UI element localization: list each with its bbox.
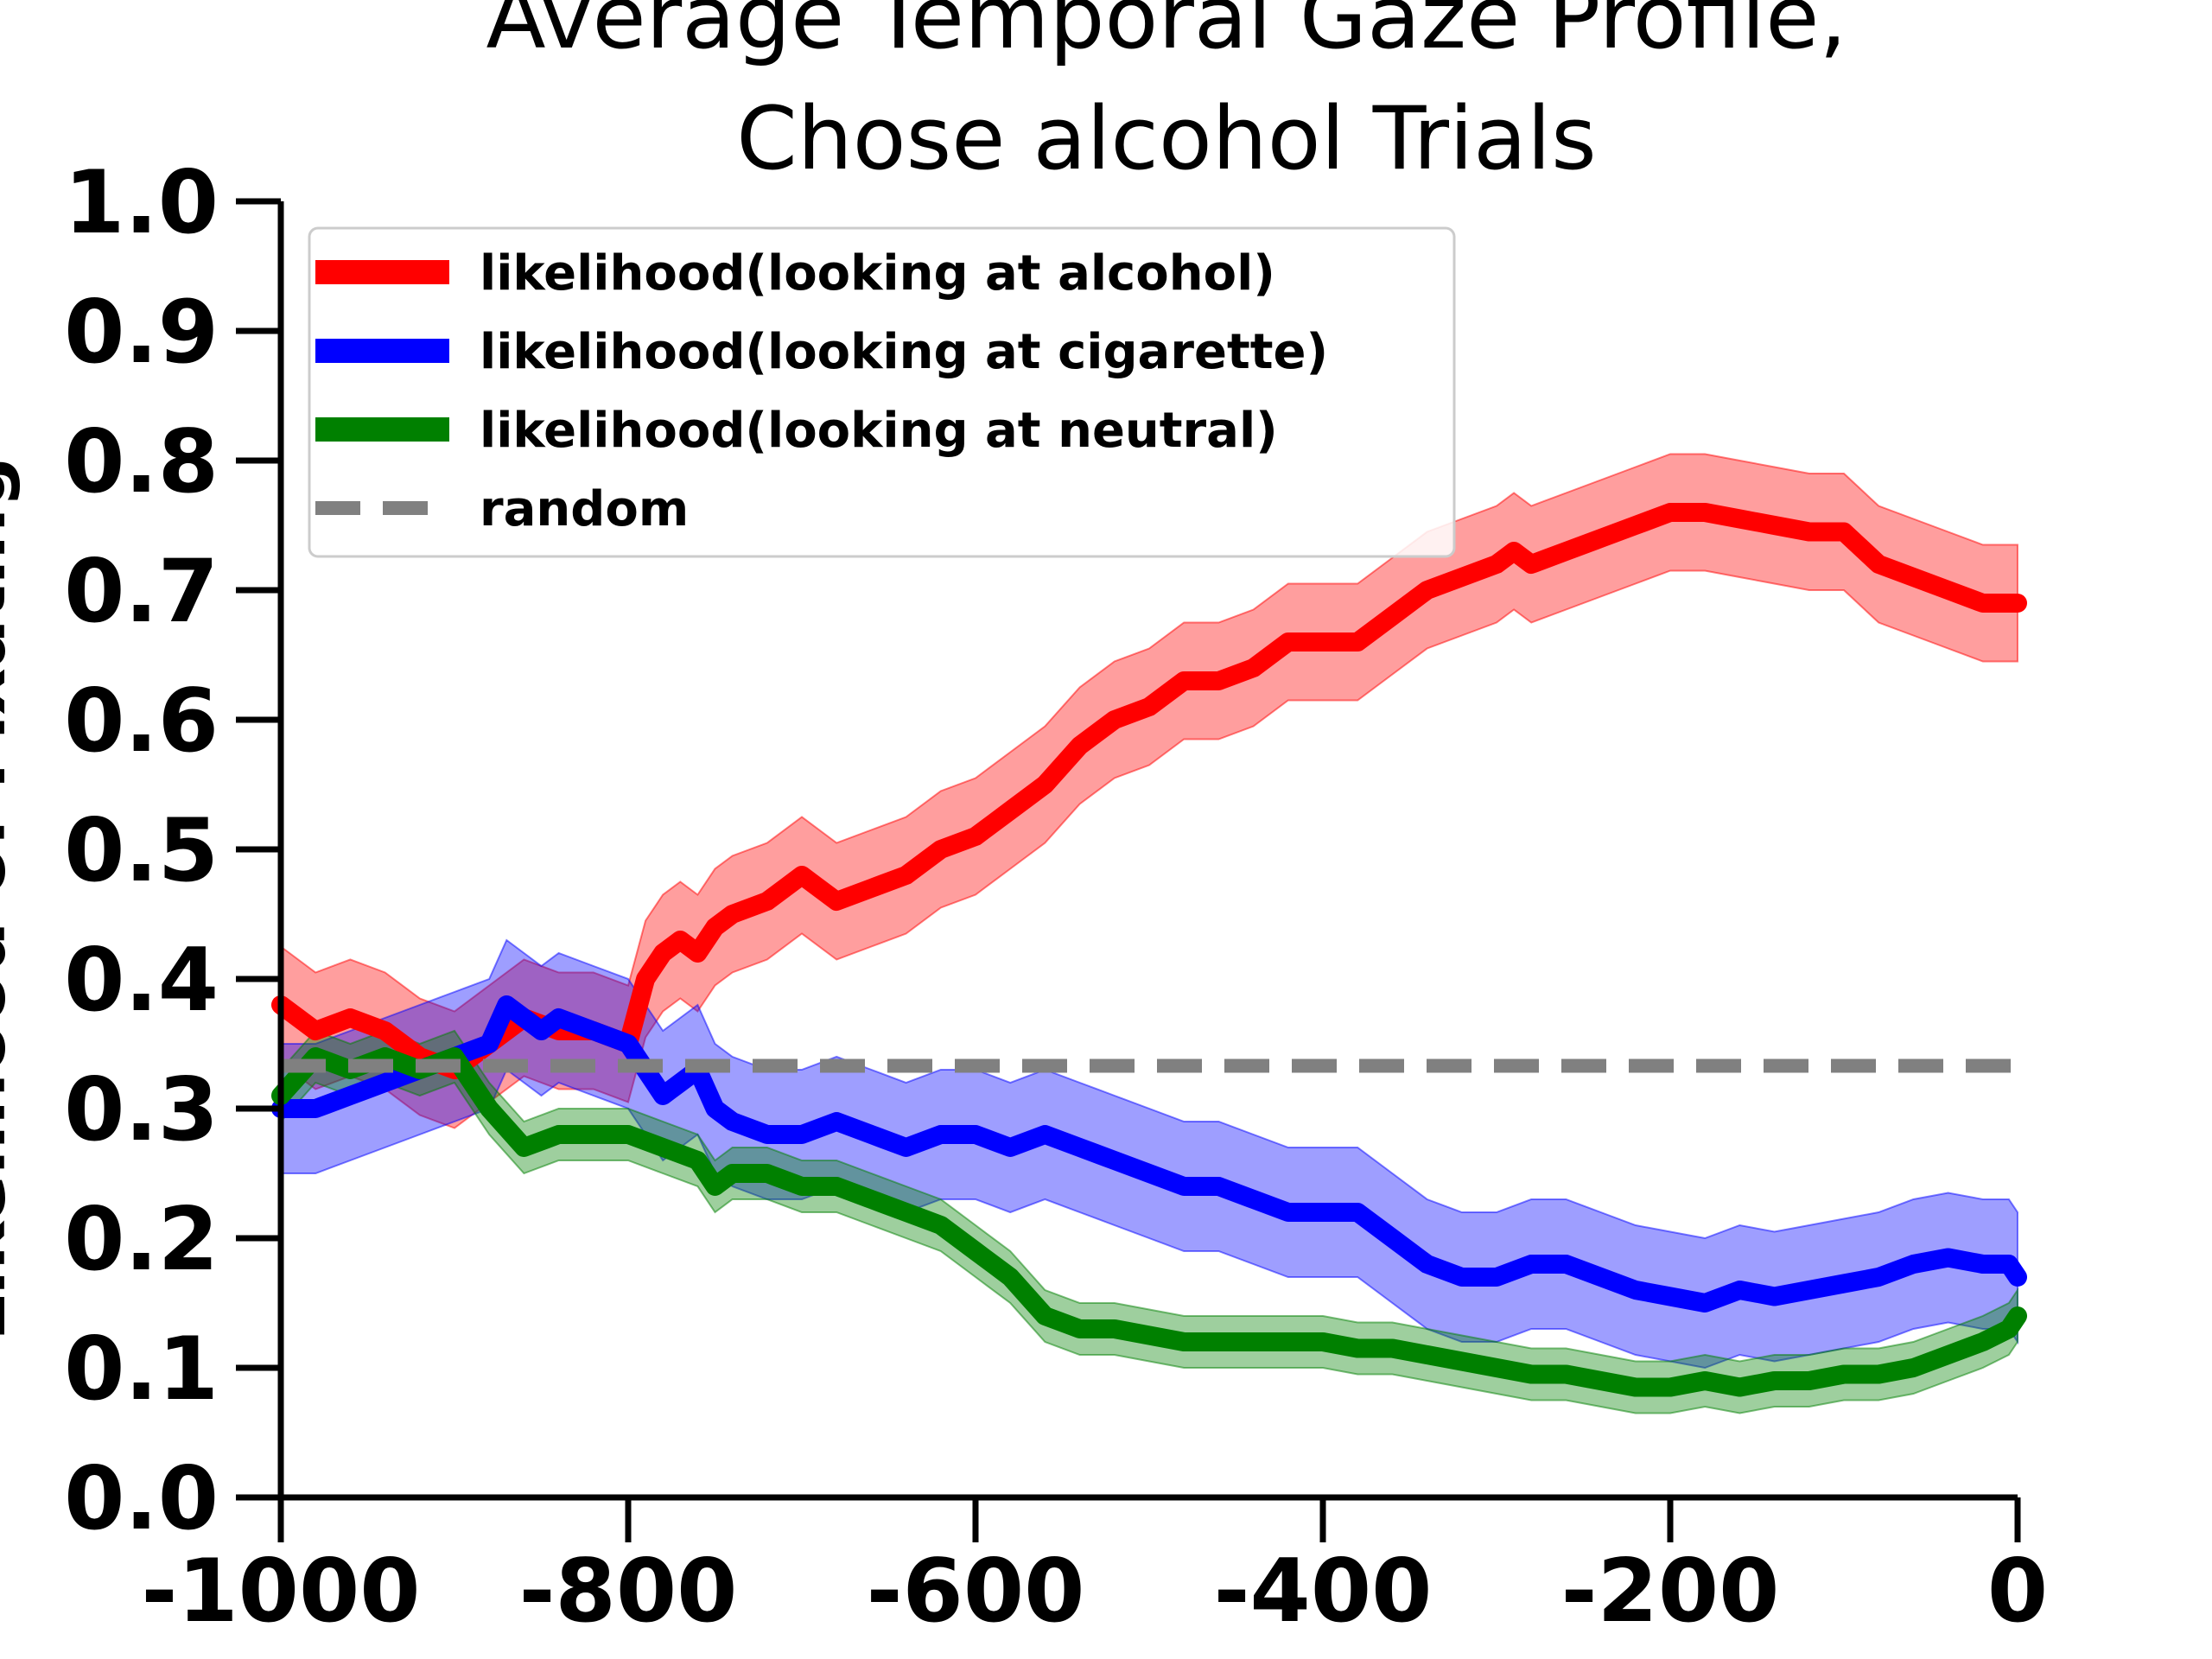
x-tick-label: -800 <box>519 1540 738 1642</box>
y-tick-label: 0.0 <box>64 1447 219 1549</box>
legend-label-likelihood-looking-at-neutral: likelihood(looking at neutral) <box>480 403 1278 459</box>
legend: likelihood(looking at alcohol) likelihood… <box>308 226 1456 558</box>
y-tick-label: 0.5 <box>64 799 219 901</box>
y-tick-label: 0.7 <box>64 540 219 642</box>
series-lines <box>271 503 2027 1397</box>
y-tick-label: 0.8 <box>64 410 219 512</box>
confidence-bands <box>280 453 2018 1414</box>
x-tick-label: -600 <box>867 1540 1085 1642</box>
legend-label-likelihood-looking-at-cigarette: likelihood(looking at cigarette) <box>480 324 1328 380</box>
legend-frame <box>308 226 1456 558</box>
y-axis-label: Likelihood of Fixating <box>0 456 22 1342</box>
y-tick-label: 1.0 <box>64 151 219 253</box>
y-tick-label: 0.3 <box>64 1058 219 1160</box>
chart-title-line-2: Chose alcohol Trials <box>736 87 1596 189</box>
y-tick-label: 0.6 <box>64 670 219 772</box>
y-tick-label: 0.2 <box>64 1188 219 1290</box>
x-tick-label: 0 <box>1987 1540 2048 1642</box>
x-tick-label: -200 <box>1561 1540 1780 1642</box>
y-tick-label: 0.9 <box>64 281 219 383</box>
y-tick-label: 0.1 <box>64 1318 219 1420</box>
line-likelihood-looking-at-cigarette <box>271 995 2027 1313</box>
x-tick-label: -1000 <box>141 1540 420 1642</box>
legend-label-likelihood-looking-at-alcohol: likelihood(looking at alcohol) <box>480 245 1275 302</box>
chart-title-line-1: Average Temporal Gaze Profile, <box>486 0 1847 68</box>
x-tick-label: -400 <box>1214 1540 1433 1642</box>
legend-label-random: random <box>480 481 689 537</box>
line-likelihood-looking-at-neutral <box>271 1047 2027 1397</box>
y-tick-label: 0.4 <box>64 929 219 1031</box>
axes: 0.0 0.1 0.2 0.3 0.4 0.5 0.6 0.7 0.8 0.9 1.0 -1000 -8… <box>64 151 2048 1642</box>
band-likelihood-looking-at-alcohol <box>280 453 2018 1129</box>
